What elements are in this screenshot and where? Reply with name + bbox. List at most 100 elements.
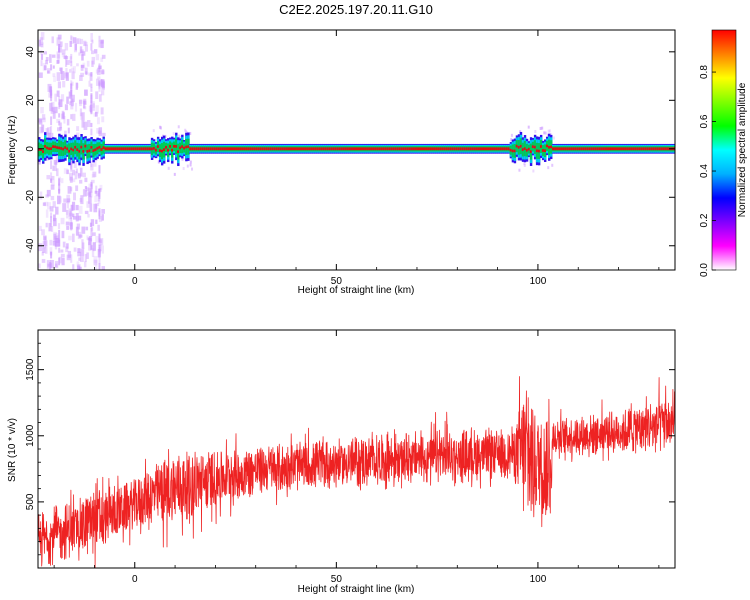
spectrogram-noise-streak [90,43,93,51]
spectrogram-band-core [304,147,307,151]
spectrogram-band-core [130,147,134,151]
spectrogram-band-core [354,147,357,151]
spectrogram-noise-cell [48,222,52,232]
spectrogram-band-core [46,146,49,150]
spectrogram-noise-cell [94,190,97,194]
spectrogram-noise-cell [152,129,155,133]
spectrogram-noise-cell [76,83,79,88]
spectrogram-noise-cell [84,44,88,52]
spectrogram-band-core [501,147,505,151]
spectrogram-noise-streak [90,128,93,136]
spectrogram-noise-cell [69,101,72,106]
spectrogram-noise-cell [83,40,87,47]
spectrogram-noise-streak [58,96,61,106]
spectrogram-noise-cell [68,208,72,217]
spectrogram-noise-cell [51,106,55,112]
snr-line-layer [38,376,675,568]
spectrogram-noise-cell [72,169,76,176]
spectrogram-noise-cell [46,68,51,74]
spectrogram-band-core [467,147,470,151]
spectrogram-noise-cell [68,235,72,241]
spectrogram-noise-cell [101,80,105,86]
spectrogram-noise-streak [98,244,101,252]
spectrogram-noise-cell [81,239,84,249]
spectrogram-band-core [136,147,140,151]
spectrogram-noise-cell [71,71,75,80]
spectrogram-band-core [300,147,303,151]
spectrogram-band-core [312,147,315,151]
spectrogram-noise-cell [86,60,90,67]
spectrogram-noise-cell [101,245,104,254]
spectrogram-noise-streak [50,222,53,227]
spectrogram-noise-cell [72,66,76,74]
spectrogram-band-core [64,146,67,149]
spectrogram-band-core [118,147,122,151]
spectrogram-noise-cell [43,235,47,241]
spectrogram-noise-cell [41,251,44,256]
spectrogram-band-core [604,147,607,151]
spectrogram-band-core [527,147,531,151]
spectrogram-band-core [535,149,539,153]
spectrogram-band-core [402,147,406,151]
spectrogram-noise-streak [50,178,53,183]
spectrogram-band-core [167,148,170,152]
spectrogram-band-core [658,147,662,151]
spectrogram-band-core [263,147,267,151]
spectrogram-band-core [441,147,444,151]
spectrogram-band-core [201,147,204,151]
spectrogram-noise-cell [66,200,70,209]
spectrogram-band-core [632,147,636,151]
spectrogram-noise-cell [84,189,87,197]
spectrogram-band-core [275,147,279,151]
spectrogram-band-core [666,147,670,151]
spectrogram-band-core [255,147,259,151]
spectrogram-band-core [318,147,321,151]
spectrogram-noise-streak [90,93,93,100]
spectrogram-band-core [48,147,51,151]
spectrogram-band-core [608,147,611,151]
spectrogram-noise-streak [98,80,101,88]
spectrogram-noise-cell [46,260,51,269]
spectrogram-band-core [362,147,365,151]
spectrogram-noise-cell [100,107,104,115]
spectrogram-band-core [193,147,196,151]
spectrogram-band-core [205,147,208,151]
spectrogram-noise-cell [90,32,93,42]
spectrogram-band-core [418,147,422,151]
spectrogram-noise-cell [50,259,54,269]
snr-ytick-label: 500 [25,493,36,510]
spectrogram-noise-cell [66,96,69,104]
spectrogram-noise-cell [64,104,68,111]
spectrogram-noise-streak [50,212,53,218]
spectrogram-noise-cell [78,52,81,56]
spectrogram-band-core [279,147,283,151]
spectrogram-band-core [648,147,652,151]
spectrogram-noise-cell [87,72,91,76]
spectrogram-noise-cell [92,101,95,108]
spectrogram-noise-cell [185,130,188,134]
spectrogram-band-core [386,147,390,151]
spectrogram-noise-cell [67,127,70,134]
spectrogram-band-core [378,147,382,151]
spectrogram-band-core [554,147,557,151]
spectrogram-band-core [562,147,565,151]
spectrogram-band-core [42,150,45,153]
spectrogram-band-core [414,147,418,151]
spectrogram-noise-cell [98,82,101,90]
spectrogram-noise-cell [101,214,104,221]
colorbar-tick-label: 0.2 [699,213,710,227]
spectrogram-band-core [215,147,218,151]
spectrogram-band-core [445,147,448,151]
spectrogram-band-core [110,147,113,151]
spectrogram-noise-streak [98,263,101,270]
spectrogram-noise-cell [57,54,60,64]
spectrogram-noise-cell [70,36,74,44]
spectrogram-noise-cell [62,241,66,248]
spectrogram-noise-cell [61,230,65,239]
spectrogram-noise-streak [90,184,93,193]
spectrogram-band-core [610,147,613,151]
spectrogram-noise-cell [157,160,160,164]
spectrogram-band-core [552,147,555,151]
spectrogram-noise-cell [88,188,92,198]
spectrogram-noise-streak [70,80,73,85]
